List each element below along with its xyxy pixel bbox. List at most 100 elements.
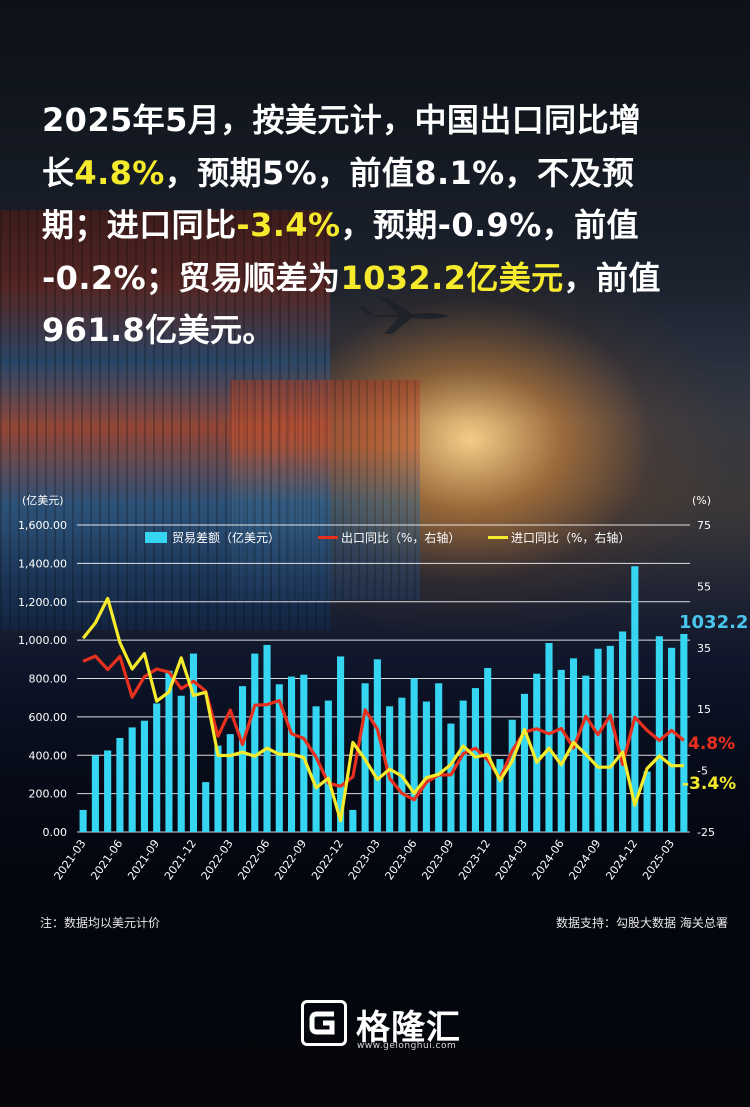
left-tick-label: 1,600.00: [18, 519, 67, 532]
x-tick-label: 2024-09: [566, 837, 603, 882]
headline-line-2: 长4.8%，预期5%，前值8.1%，不及预: [42, 147, 714, 200]
left-tick-label: 400.00: [29, 749, 68, 762]
x-tick-label: 2024-06: [530, 837, 567, 882]
headline-line-4: -0.2%；贸易顺差为1032.2亿美元，前值: [42, 252, 714, 305]
left-tick-label: 800.00: [29, 673, 68, 686]
bar-series: [79, 566, 688, 832]
import-end-label: -3.4%: [682, 774, 736, 794]
headline-line-1: 2025年5月，按美元计，中国出口同比增: [42, 101, 642, 139]
x-tick-label: 2024-03: [493, 837, 530, 882]
bar: [263, 644, 271, 832]
left-tick-label: 1,400.00: [18, 557, 67, 570]
bar: [91, 755, 99, 832]
bar: [79, 809, 87, 832]
bar: [435, 683, 443, 832]
brand-url: www.gelonghui.com: [357, 1041, 457, 1051]
legend-swatch-balance: [145, 532, 167, 543]
x-tick-label: 2022-09: [272, 837, 309, 882]
x-tick-label: 2023-06: [383, 837, 420, 882]
headline-text: 长: [42, 153, 75, 192]
x-tick-label: 2022-03: [199, 837, 236, 882]
legend-label-export: 出口同比（%，右轴）: [341, 530, 460, 545]
left-tick-label: 200.00: [29, 788, 68, 801]
right-tick-label: 35: [697, 642, 711, 655]
bar: [508, 719, 516, 832]
bar: [545, 643, 553, 832]
headline-text: ，预期-0.9%，前值: [340, 206, 639, 244]
right-tick-label: -5: [697, 765, 708, 778]
bar: [238, 686, 247, 832]
bar: [619, 631, 627, 832]
headline-text: 期；进口同比: [42, 206, 237, 244]
bar: [533, 673, 541, 832]
legend-label-import: 进口同比（%，右轴）: [511, 530, 630, 545]
bar: [128, 727, 136, 832]
export-growth-line: [82, 654, 685, 802]
left-axis-unit: (亿美元): [22, 494, 64, 507]
headline-line-3: 期；进口同比-3.4%，预期-0.9%，前值: [42, 199, 714, 252]
bar: [165, 670, 173, 832]
left-tick-label: 1,000.00: [18, 634, 67, 647]
bar: [300, 674, 308, 832]
x-tick-label: 2021-03: [52, 837, 89, 882]
bar: [214, 745, 222, 832]
export-end-label: 4.8%: [688, 734, 735, 754]
bar: [226, 734, 234, 832]
bar: [337, 656, 345, 832]
x-tick-label: 2024-12: [603, 837, 640, 882]
bar: [606, 645, 614, 832]
bar: [459, 700, 467, 832]
data-source: 数据支持：勾股大数据 海关总署: [556, 916, 728, 930]
brand-name: 格隆汇: [356, 1008, 461, 1048]
bar: [153, 703, 161, 832]
x-tick-label: 2021-09: [125, 837, 162, 882]
x-tick-label: 2023-03: [346, 837, 383, 882]
x-tick-label: 2023-09: [419, 837, 456, 882]
x-tick-label: 2021-06: [88, 837, 125, 882]
legend-label-balance: 贸易差额（亿美元）: [172, 530, 280, 545]
bar: [655, 636, 663, 832]
trade-surplus-highlight: 1032.2亿美元: [340, 258, 564, 297]
bar: [680, 633, 688, 832]
legend: 贸易差额（亿美元） 出口同比（%，右轴） 进口同比（%，右轴）: [145, 530, 630, 545]
left-tick-label: 0.00: [43, 826, 68, 839]
bar: [557, 669, 565, 832]
x-tick-label: 2022-06: [235, 837, 272, 882]
bar: [251, 653, 259, 832]
bar: [202, 782, 210, 832]
headline-text: ，预期5%，前值8.1%，不及预: [164, 153, 635, 192]
import-growth-highlight: -3.4%: [236, 206, 341, 244]
bar: [422, 701, 430, 832]
headline: 2025年5月，按美元计，中国出口同比增 长4.8%，预期5%，前值8.1%，不…: [42, 94, 714, 357]
bar: [104, 750, 112, 832]
headline-text: -0.2%；贸易顺差为: [42, 258, 341, 297]
x-tick-label: 2023-12: [456, 837, 493, 882]
left-tick-label: 1,200.00: [18, 596, 67, 609]
x-tick-label: 2025-03: [640, 837, 677, 882]
bar: [312, 706, 320, 832]
bar: [140, 720, 148, 832]
footnote: 注：数据均以美元计价: [40, 916, 161, 930]
brand-logo-icon: [301, 1000, 347, 1046]
bar: [447, 723, 455, 832]
right-tick-label: 55: [697, 580, 711, 593]
bar: [520, 693, 529, 832]
import-growth-line: [81, 596, 684, 823]
headline-text: ，前值: [563, 258, 661, 297]
bar: [668, 647, 676, 832]
bar: [324, 700, 332, 832]
bar: [275, 684, 283, 832]
right-tick-label: 15: [697, 703, 711, 716]
bar: [484, 667, 492, 832]
line-series: [81, 596, 685, 823]
bar: [116, 737, 124, 832]
bar: [373, 659, 381, 832]
headline-line-5: 961.8亿美元。: [42, 311, 275, 349]
export-growth-highlight: 4.8%: [74, 153, 165, 192]
right-tick-label: 75: [697, 519, 711, 532]
bar-end-label: 1032.2: [679, 612, 748, 633]
bar: [177, 695, 185, 832]
bar: [349, 809, 357, 832]
x-tick-label: 2021-12: [162, 837, 199, 882]
